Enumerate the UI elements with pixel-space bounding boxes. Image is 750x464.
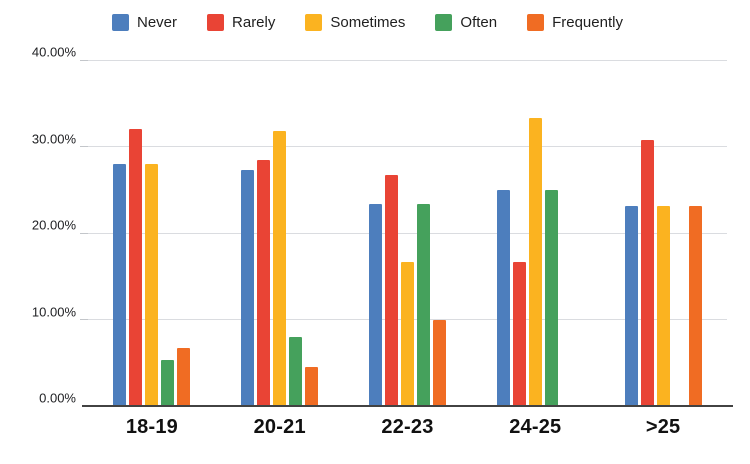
bar-frequently-18-19: [177, 348, 191, 406]
gridline-30: [88, 146, 727, 147]
y-axis-label: 10.00%: [31, 304, 76, 319]
x-axis-category-label: 18-19: [125, 416, 178, 438]
bar-never-22-23: [368, 204, 382, 406]
bar-rarely-24-25: [512, 261, 526, 406]
y-axis-label: 30.00%: [31, 131, 76, 146]
legend-swatch-icon: [207, 14, 225, 31]
bar-often-20-21: [289, 337, 303, 406]
bar-cluster: [241, 60, 319, 406]
y-axis-label: 0.00%: [39, 390, 76, 406]
legend-swatch-icon: [112, 14, 129, 31]
bar-frequently-20-21: [305, 366, 319, 406]
bar-rarely-22-23: [384, 175, 398, 406]
legend-label: Rarely: [232, 14, 276, 31]
bar-group--25: >25: [599, 60, 727, 438]
bar-sometimes-24-25: [528, 117, 542, 406]
bar-cluster: [113, 60, 191, 406]
y-tick-mark: [80, 59, 88, 61]
bar-groups: 18-19 20-21 22-23 24-25 >25: [88, 60, 727, 438]
plot-area: 18-19 20-21 22-23 24-25 >25 0.00% 10.00% 20.00…: [32, 45, 733, 438]
bar-group-18-19: 18-19: [88, 60, 216, 438]
bar-group-20-21: 20-21: [216, 60, 344, 438]
bar-never-20-21: [241, 170, 255, 406]
gridline-40: [88, 59, 727, 61]
bar-cluster: [368, 60, 446, 406]
y-axis-label: 40.00%: [31, 44, 76, 60]
gridline-20: [88, 232, 727, 234]
legend-swatch-icon: [527, 14, 545, 31]
bar-cluster: [496, 60, 574, 406]
bar-never-24-25: [496, 189, 510, 406]
bar-often-22-23: [416, 204, 430, 406]
x-axis-category-label: 20-21: [253, 416, 306, 438]
bar-rarely--25: [640, 139, 654, 406]
bar-frequently--25: [688, 206, 702, 406]
legend-item-sometimes: Sometimes: [305, 14, 405, 31]
y-tick-mark: [80, 232, 88, 234]
x-axis-category-label: >25: [645, 416, 681, 438]
legend-swatch-icon: [435, 14, 453, 31]
bar-sometimes-22-23: [400, 261, 414, 406]
x-axis-category-label: 24-25: [509, 416, 562, 438]
bar-rarely-20-21: [257, 160, 271, 406]
legend-label: Never: [137, 14, 178, 31]
bar-frequently-22-23: [432, 319, 446, 406]
legend-item-never: Never: [112, 14, 177, 31]
bar-group-24-25: 24-25: [471, 60, 599, 438]
legend-label: Sometimes: [330, 14, 406, 31]
bar-rarely-18-19: [129, 129, 143, 406]
legend-item-rarely: Rarely: [207, 14, 275, 31]
bar-sometimes-20-21: [273, 130, 287, 406]
legend-label: Often: [460, 14, 498, 31]
x-axis-category-label: 22-23: [381, 416, 434, 438]
legend-swatch-icon: [305, 14, 323, 31]
legend-item-often: Often: [435, 14, 497, 31]
bar-never-18-19: [113, 163, 127, 406]
bar-often-24-25: [544, 189, 558, 406]
bar-sometimes--25: [656, 206, 670, 406]
bar-cluster: [624, 60, 702, 406]
bar-sometimes-18-19: [145, 163, 159, 406]
legend-label: Frequently: [552, 14, 623, 31]
bar-never--25: [624, 206, 638, 406]
y-tick-mark: [80, 146, 88, 147]
legend-item-frequently: Frequently: [527, 14, 623, 31]
y-tick-mark: [80, 319, 88, 320]
x-axis-line: [82, 405, 733, 407]
chart-legend: Never Rarely Sometimes Often Frequently: [112, 14, 623, 31]
y-axis-label: 20.00%: [31, 217, 76, 233]
bar-often-18-19: [161, 359, 175, 406]
bar-group-22-23: 22-23: [344, 60, 472, 438]
